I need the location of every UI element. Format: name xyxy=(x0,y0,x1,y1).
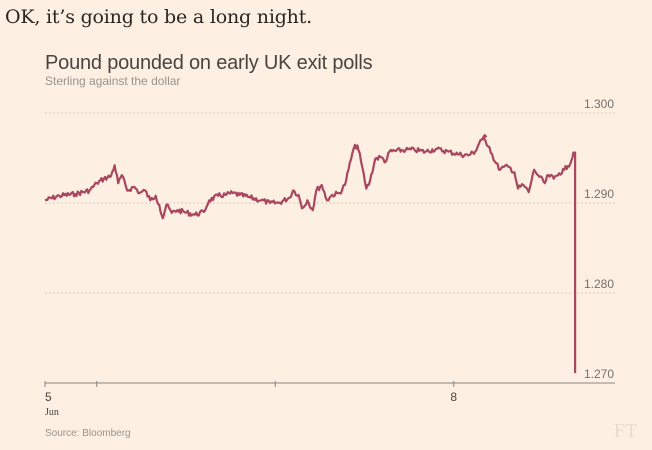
source-note: Source: Bloomberg xyxy=(45,428,131,439)
series-line-gbp-usd xyxy=(44,134,577,374)
gridlines xyxy=(45,112,615,294)
headline: OK, it’s going to be a long night. xyxy=(5,6,312,28)
y-tick-label: 1.270 xyxy=(584,367,614,381)
y-tick-label: 1.300 xyxy=(584,97,614,111)
y-tick-label: 1.280 xyxy=(584,277,614,291)
x-axis: 5 Jun 8 xyxy=(44,381,615,418)
y-tick-label: 1.290 xyxy=(584,187,614,201)
series-layer xyxy=(44,134,577,374)
ft-logo: FT xyxy=(614,420,638,442)
x-tick-sublabel: Jun xyxy=(45,407,59,418)
x-tick-label: 8 xyxy=(450,390,457,404)
x-tick-label: 5 xyxy=(45,390,52,404)
y-axis-labels: 1.300 1.290 1.280 1.270 xyxy=(584,97,614,381)
chart-subtitle: Sterling against the dollar xyxy=(45,74,181,88)
chart-title: Pound pounded on early UK exit polls xyxy=(45,52,373,74)
